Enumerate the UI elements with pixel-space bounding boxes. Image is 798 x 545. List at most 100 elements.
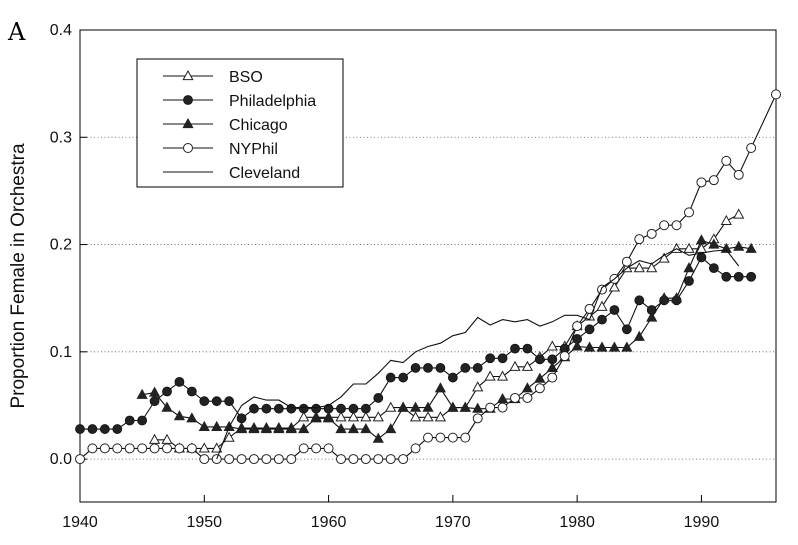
legend-label-nyphil: NYPhil bbox=[229, 141, 278, 158]
data-point-bso bbox=[148, 433, 161, 444]
data-point-philadelphia bbox=[336, 403, 346, 414]
data-point-nyphil bbox=[659, 220, 670, 231]
data-point-chicago bbox=[385, 423, 397, 434]
data-point-chicago bbox=[360, 423, 372, 434]
data-point-philadelphia bbox=[522, 343, 533, 354]
data-point-chicago bbox=[608, 341, 621, 352]
data-point-philadelphia bbox=[261, 403, 272, 414]
data-point-chicago bbox=[260, 423, 273, 434]
data-point-nyphil bbox=[149, 443, 160, 454]
data-point-bso bbox=[633, 262, 645, 273]
data-point-nyphil bbox=[162, 443, 172, 454]
data-point-philadelphia bbox=[385, 372, 396, 383]
data-point-nyphil bbox=[684, 207, 694, 218]
plot-frame bbox=[79, 29, 777, 503]
data-point-philadelphia bbox=[87, 424, 98, 434]
data-point-philadelphia bbox=[696, 252, 707, 263]
data-point-chicago bbox=[136, 388, 148, 399]
y-tick-label: 0.1 bbox=[50, 344, 72, 361]
data-point-nyphil bbox=[373, 454, 384, 465]
data-point-bso bbox=[161, 433, 173, 444]
data-point-bso bbox=[646, 262, 658, 273]
data-point-chicago bbox=[534, 372, 546, 383]
data-point-bso bbox=[223, 431, 235, 442]
data-point-philadelphia bbox=[149, 396, 160, 407]
x-tick-label: 1990 bbox=[684, 514, 720, 531]
data-point-philadelphia bbox=[124, 415, 135, 426]
data-point-nyphil bbox=[559, 351, 570, 362]
data-point-chicago bbox=[646, 311, 658, 322]
data-point-nyphil bbox=[124, 443, 135, 454]
x-tick-label: 1970 bbox=[435, 514, 471, 531]
series-nyphil bbox=[75, 89, 781, 465]
data-point-nyphil bbox=[99, 443, 110, 454]
data-point-chicago bbox=[708, 238, 720, 249]
data-point-chicago bbox=[273, 423, 285, 434]
data-point-bso bbox=[372, 411, 384, 422]
data-point-nyphil bbox=[472, 413, 483, 424]
data-point-philadelphia bbox=[236, 413, 247, 424]
data-point-chicago bbox=[521, 382, 534, 393]
data-point-chicago bbox=[447, 401, 459, 412]
data-point-chicago bbox=[583, 341, 596, 352]
data-point-bso bbox=[360, 411, 372, 422]
data-point-nyphil bbox=[311, 443, 322, 454]
data-point-nyphil bbox=[597, 284, 607, 295]
data-point-nyphil bbox=[460, 432, 471, 443]
legend-label-chicago: Chicago bbox=[229, 117, 288, 134]
x-tick-label: 1960 bbox=[311, 514, 347, 531]
data-point-philadelphia bbox=[584, 324, 595, 335]
data-point-philadelphia bbox=[435, 363, 446, 373]
data-point-chicago bbox=[683, 262, 695, 273]
series-chicago bbox=[136, 234, 757, 443]
data-point-chicago bbox=[161, 401, 173, 412]
data-point-nyphil bbox=[199, 454, 210, 465]
data-point-nyphil bbox=[634, 234, 645, 245]
data-point-bso bbox=[720, 214, 732, 226]
data-point-bso bbox=[596, 300, 608, 311]
data-point-bso bbox=[695, 242, 708, 253]
data-point-philadelphia bbox=[447, 372, 458, 383]
data-point-bso bbox=[335, 411, 347, 422]
data-point-chicago bbox=[596, 341, 608, 352]
data-point-philadelphia bbox=[398, 372, 409, 383]
data-point-philadelphia bbox=[510, 343, 520, 354]
data-point-bso bbox=[422, 411, 434, 422]
data-point-nyphil bbox=[323, 443, 334, 454]
data-point-nyphil bbox=[186, 443, 197, 454]
data-point-philadelphia bbox=[174, 376, 185, 387]
data-point-nyphil bbox=[249, 454, 259, 465]
data-point-nyphil bbox=[286, 454, 297, 465]
data-point-nyphil bbox=[298, 443, 309, 454]
x-tick-label: 1950 bbox=[186, 514, 222, 531]
axis-ticks: 0.0 0.1 0.2 0.3 0.4 1940 1950 1960 1970 1980 1990 bbox=[50, 22, 720, 531]
data-point-chicago bbox=[496, 392, 509, 404]
data-point-chicago bbox=[298, 423, 310, 434]
data-point-philadelphia bbox=[534, 354, 545, 365]
data-point-philadelphia bbox=[746, 271, 757, 282]
data-point-bso bbox=[484, 370, 496, 381]
series-layer bbox=[75, 89, 781, 465]
data-point-nyphil bbox=[435, 432, 446, 443]
y-tick-label: 0.2 bbox=[50, 237, 72, 254]
data-point-nyphil bbox=[336, 454, 346, 465]
data-point-nyphil bbox=[696, 177, 707, 188]
legend-label-bso: BSO bbox=[229, 69, 263, 86]
data-point-nyphil bbox=[75, 454, 85, 465]
data-point-philadelphia bbox=[99, 424, 110, 434]
data-point-nyphil bbox=[385, 454, 396, 465]
data-point-nyphil bbox=[261, 454, 272, 465]
data-point-nyphil bbox=[534, 383, 545, 394]
data-point-chicago bbox=[733, 240, 745, 251]
data-point-philadelphia bbox=[211, 396, 222, 407]
data-point-nyphil bbox=[771, 89, 781, 100]
data-point-philadelphia bbox=[311, 403, 322, 414]
x-tick-label: 1980 bbox=[559, 514, 595, 531]
data-point-chicago bbox=[472, 402, 484, 413]
data-point-philadelphia bbox=[224, 396, 235, 407]
data-point-philadelphia bbox=[472, 363, 483, 373]
data-point-bso bbox=[509, 360, 521, 371]
y-tick-label: 0.3 bbox=[50, 129, 72, 146]
data-point-bso bbox=[434, 411, 447, 422]
